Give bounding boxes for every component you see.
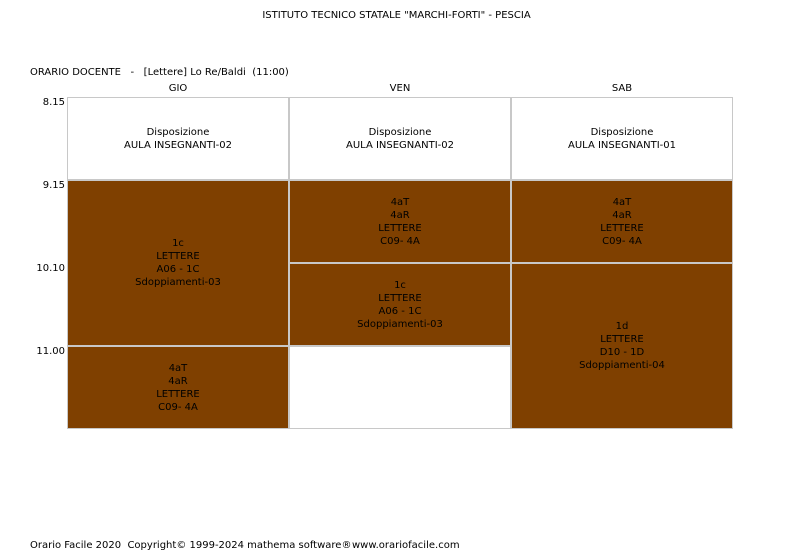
lesson-cell: 4aT 4aR LETTERE C09- 4A: [67, 346, 289, 429]
cell-line: LETTERE: [600, 222, 644, 234]
cell-line: 4aR: [390, 209, 410, 221]
cell-line: Sdoppiamenti-03: [357, 318, 443, 330]
cell-line: AULA INSEGNANTI-02: [345, 139, 455, 151]
cell-line: Sdoppiamenti-04: [579, 360, 665, 371]
lesson-cell: 4aT 4aR LETTERE C09- 4A: [511, 180, 733, 263]
cell-line: Disposizione: [368, 126, 432, 138]
cell-line: 4aT: [168, 362, 188, 374]
cell-line: LETTERE: [156, 251, 200, 262]
cell-line: C09- 4A: [380, 235, 420, 247]
cell-line: Disposizione: [146, 126, 210, 138]
lesson-cell: 4aT 4aR LETTERE C09- 4A: [289, 180, 511, 263]
cell-line: 4aT: [612, 196, 632, 208]
cell-line: 4aT: [390, 196, 410, 208]
free-cell: Disposizione AULA INSEGNANTI-02: [67, 97, 289, 180]
free-cell: Disposizione AULA INSEGNANTI-01: [511, 97, 733, 180]
lesson-cell: 1d LETTERE D10 - 1D Sdoppiamenti-04: [511, 263, 733, 429]
copyright: Orario Facile 2020 Copyright© 1999-2024 …: [30, 540, 352, 551]
cell-line: A06 - 1C: [156, 264, 200, 275]
cell-line: AULA INSEGNANTI-01: [567, 139, 677, 151]
cell-line: AULA INSEGNANTI-02: [123, 139, 233, 151]
cell-line: C09- 4A: [158, 401, 198, 413]
time-label: 8.15: [42, 97, 65, 108]
cell-line: LETTERE: [600, 334, 644, 345]
cell-line: LETTERE: [378, 292, 422, 304]
cell-line: 4aR: [612, 209, 632, 221]
day-header: GIO: [168, 83, 188, 94]
cell-line: 4aR: [168, 375, 188, 387]
time-label: 9.15: [42, 180, 65, 191]
cell-line: 1c: [394, 279, 406, 291]
lesson-cell: 1c LETTERE A06 - 1C Sdoppiamenti-03: [67, 180, 289, 346]
cell-line: LETTERE: [156, 388, 200, 400]
free-cell: [289, 346, 511, 429]
cell-line: Sdoppiamenti-03: [135, 277, 221, 288]
day-header: VEN: [389, 83, 411, 94]
cell-line: D10 - 1D: [599, 347, 645, 358]
site-link: www.orariofacile.com: [352, 540, 460, 551]
time-label: 11.00: [36, 346, 65, 357]
cell-line: Disposizione: [590, 126, 654, 138]
cell-line: 1d: [615, 321, 629, 332]
day-header: SAB: [611, 83, 633, 94]
cell-line: LETTERE: [378, 222, 422, 234]
cell-line: C09- 4A: [602, 235, 642, 247]
free-cell: Disposizione AULA INSEGNANTI-02: [289, 97, 511, 180]
lesson-cell: 1c LETTERE A06 - 1C Sdoppiamenti-03: [289, 263, 511, 346]
cell-line: 1c: [172, 238, 184, 249]
time-label: 10.10: [36, 263, 65, 274]
title: ISTITUTO TECNICO STATALE "MARCHI-FORTI" …: [262, 10, 531, 21]
subtitle: ORARIO DOCENTE - [Lettere] Lo Re/Baldi (…: [30, 67, 289, 78]
cell-line: A06 - 1C: [378, 305, 422, 317]
